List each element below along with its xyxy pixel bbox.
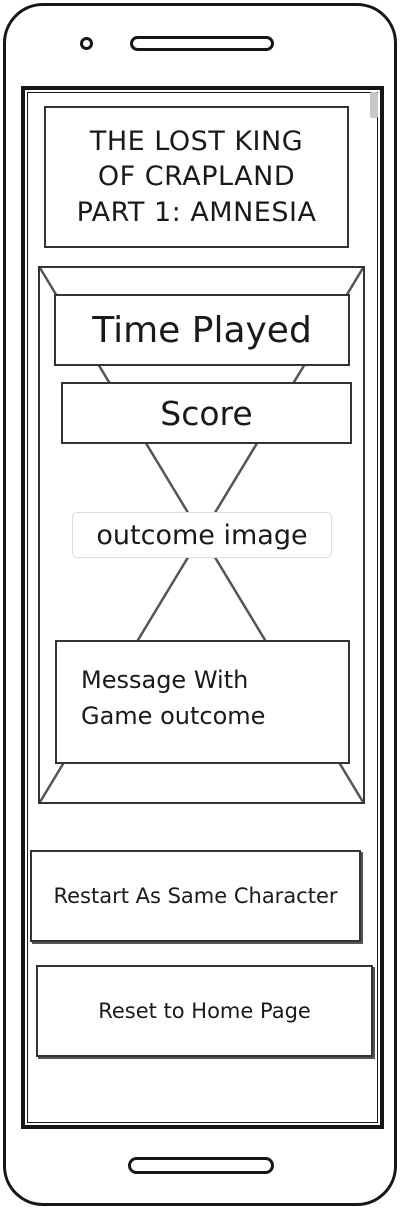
- speaker-grille: [130, 36, 274, 51]
- phone-frame: [3, 3, 397, 1206]
- phone-screen: [21, 86, 384, 1129]
- outcome-image: outcome image: [72, 512, 332, 558]
- title-line-1: THE LOST KING: [89, 126, 304, 158]
- game-title-text: THE LOST KING OF CRAPLAND PART 1: AMNESI…: [77, 124, 317, 229]
- time-played-display: Time Played: [54, 294, 350, 366]
- outcome-message-box: Message With Game outcome: [55, 640, 350, 764]
- title-line-2: OF CRAPLAND: [97, 161, 296, 193]
- outcome-message-line-1: Message With: [81, 666, 249, 694]
- restart-same-character-button[interactable]: Restart As Same Character: [30, 850, 361, 942]
- scrollbar[interactable]: [370, 92, 378, 118]
- camera-icon: [80, 37, 93, 50]
- title-line-3: PART 1: AMNESIA: [76, 196, 317, 228]
- game-title: THE LOST KING OF CRAPLAND PART 1: AMNESI…: [44, 106, 349, 248]
- time-played-label: Time Played: [92, 309, 312, 351]
- score-label: Score: [160, 393, 253, 433]
- outcome-image-label: outcome image: [96, 519, 308, 551]
- score-display: Score: [61, 382, 352, 444]
- home-button[interactable]: [128, 1157, 274, 1174]
- outcome-message-line-2: Game outcome: [81, 702, 266, 730]
- reset-home-page-button[interactable]: Reset to Home Page: [36, 965, 373, 1057]
